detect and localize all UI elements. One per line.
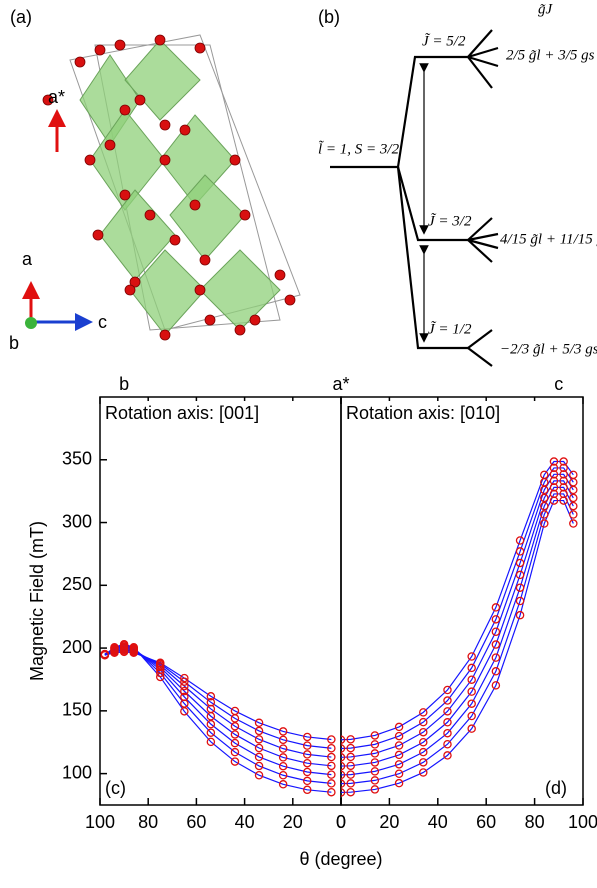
octahedron <box>125 40 200 120</box>
annotation: Rotation axis: [010] <box>346 403 500 423</box>
y-tick-label: 350 <box>62 449 92 469</box>
figure: (a) a* a c b (b) <box>0 0 597 888</box>
annotation: Rotation axis: [001] <box>105 403 259 423</box>
direction-label: c <box>554 374 563 394</box>
x-axis-title: θ (degree) <box>299 849 382 869</box>
x-tick-label: 0 <box>336 812 346 832</box>
splitting-fan <box>468 218 498 262</box>
level-g: −2/3 g̃l + 5/3 gs <box>500 341 597 357</box>
data-point <box>570 502 577 509</box>
x-tick-label: 60 <box>476 812 496 832</box>
ground-label: l̃ = 1, S = 3/2 <box>318 140 400 157</box>
panel-label: (a) <box>10 7 32 27</box>
level-name: J̃ = 3/2 <box>428 213 472 229</box>
angular-dependence: 100806040200100150200250300350Magnetic F… <box>27 374 597 832</box>
data-point <box>570 479 577 486</box>
y-tick-label: 250 <box>62 574 92 594</box>
x-tick-label: 20 <box>283 812 303 832</box>
direction-label: b <box>119 374 129 394</box>
x-tick-label: 80 <box>525 812 545 832</box>
fit-curve <box>105 649 332 757</box>
x-tick-label: 60 <box>186 812 206 832</box>
fit-curve <box>341 494 573 784</box>
chart-panel: 100806040200100150200250300350Magnetic F… <box>27 374 350 832</box>
x-tick-label: 40 <box>235 812 255 832</box>
body: (a) a* a c b (b) <box>0 0 597 888</box>
page: Figure {"figure": { "panel_a": {"label":… <box>0 0 597 888</box>
data-point <box>570 494 577 501</box>
level-diagram: (b) g̃J l̃ = 1, S = 3/2 J̃ = 5/2 2/5 g̃l… <box>318 1 597 366</box>
crystal-structure: (a) a* a c b <box>9 7 300 353</box>
splitting-fan <box>468 30 498 88</box>
y-tick-label: 300 <box>62 511 92 531</box>
plot-area <box>337 458 577 796</box>
x-tick-label: 100 <box>85 812 115 832</box>
y-axis-title: Magnetic Field (mT) <box>27 521 47 681</box>
panel-label: (b) <box>318 7 340 27</box>
x-tick-label: 100 <box>568 812 597 832</box>
splitting-fan <box>468 330 492 366</box>
panel-label: (c) <box>105 778 126 798</box>
fit-curve <box>105 651 332 749</box>
fit-curve <box>105 647 332 775</box>
plot-area <box>101 641 335 796</box>
level <box>398 57 468 167</box>
data-point <box>570 471 577 478</box>
axis-label: a* <box>48 87 65 107</box>
panel-label: (d) <box>545 778 567 798</box>
data-point <box>570 511 577 518</box>
x-tick-label: 20 <box>379 812 399 832</box>
level-g: 4/15 g̃l + 11/15 gs <box>500 231 597 247</box>
data-point <box>570 486 577 493</box>
level-g: 2/5 g̃l + 3/5 gs <box>506 47 595 63</box>
y-tick-label: 100 <box>62 762 92 782</box>
y-tick-label: 200 <box>62 637 92 657</box>
x-tick-label: 40 <box>428 812 448 832</box>
fit-curve <box>105 652 332 740</box>
axis-label: b <box>9 333 19 353</box>
fit-curve <box>341 468 573 749</box>
axis-label: c <box>98 312 107 332</box>
y-tick-label: 150 <box>62 700 92 720</box>
header: g̃J <box>538 1 554 17</box>
chart-panel: 0 20 40 60 80 100 c Rotation axis: [010] (d) <box>336 374 597 832</box>
direction-label: a* <box>332 374 349 394</box>
axis-label: a <box>22 249 33 269</box>
level-name: J̃ = 5/2 <box>422 33 466 49</box>
b-axis-dot <box>25 317 37 329</box>
level-name: J̃ = 1/2 <box>428 321 472 337</box>
data-point <box>570 520 577 527</box>
fit-curve <box>341 501 573 793</box>
x-tick-label: 80 <box>138 812 158 832</box>
